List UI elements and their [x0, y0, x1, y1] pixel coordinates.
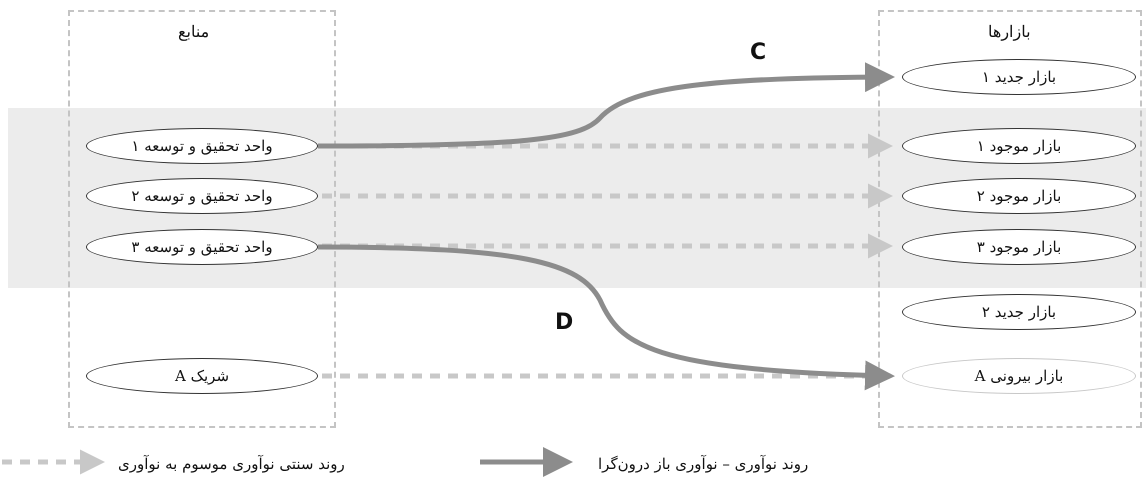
markets-column	[878, 10, 1142, 428]
market-node-new1: بازار جدید ۱	[902, 59, 1136, 95]
legend-solid-label: روند نوآوری – نوآوری باز درون‌گرا	[598, 455, 809, 473]
solid-arrow-d	[317, 244, 895, 391]
dashed-flows	[322, 133, 893, 389]
market-node-new2: بازار جدید ۲	[902, 294, 1136, 330]
flow-label-c: C	[750, 40, 767, 65]
legend-dashed-label: روند سنتی نوآوری موسوم به نوآوری	[118, 455, 345, 473]
solid-arrow-c	[317, 62, 895, 149]
source-node-rd1: واحد تحقیق و توسعه ۱	[86, 128, 318, 164]
sources-title: منابع	[178, 22, 210, 41]
flow-label-d: D	[555, 310, 574, 335]
market-node-ex3: بازار موجود ۳	[902, 229, 1136, 265]
market-node-ex2: بازار موجود ۲	[902, 178, 1136, 214]
market-node-ex1: بازار موجود ۱	[902, 128, 1136, 164]
source-node-rd3: واحد تحقیق و توسعه ۳	[86, 229, 318, 265]
market-node-external: بازار بیرونی A	[902, 358, 1136, 394]
sources-column	[68, 10, 336, 428]
source-node-rd2: واحد تحقیق و توسعه ۲	[86, 178, 318, 214]
solid-flows	[317, 62, 895, 391]
markets-title: بازارها	[988, 22, 1031, 41]
source-node-partner: شریک A	[86, 358, 318, 394]
